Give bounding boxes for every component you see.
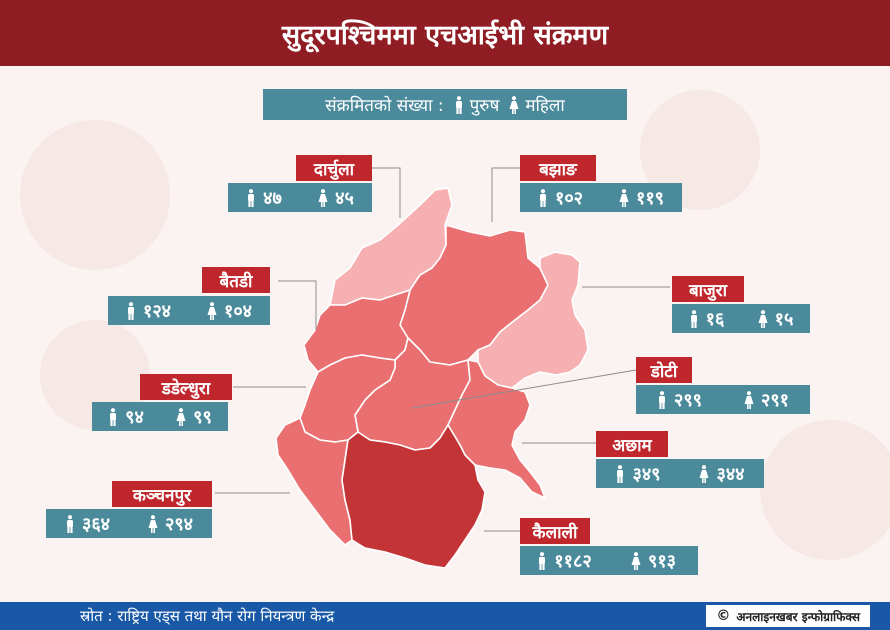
female-icon — [619, 188, 629, 207]
female-icon — [509, 95, 519, 114]
male-count: ३६४ — [81, 513, 111, 535]
map-bajura — [477, 251, 589, 389]
district-stats-dadeldhura: ९४ ९९ — [92, 402, 228, 431]
leader-baitadi — [278, 280, 317, 330]
map-kailali — [341, 424, 486, 569]
background-virus-shape — [20, 120, 170, 270]
district-stats-kailali: ११८२ ९१३ — [520, 546, 698, 575]
female-icon — [148, 514, 158, 533]
male-icon — [126, 301, 136, 320]
credit-text: अनलाइनखबर इन्फोग्राफिक्स — [736, 609, 860, 624]
female-icon — [318, 188, 328, 207]
district-label-doti: डोटी — [636, 357, 692, 383]
district-label-achham: अछाम — [596, 431, 668, 457]
male-count: १२४ — [142, 300, 172, 322]
female-icon — [744, 390, 754, 409]
legend-label: संक्रमितको संख्या : — [325, 96, 444, 116]
female-count: ९९ — [193, 406, 212, 428]
legend: संक्रमितको संख्या : पुरुष महिला — [263, 89, 627, 120]
female-icon — [699, 464, 709, 483]
legend-female-label: महिला — [525, 96, 565, 116]
district-label-kailali: कैलाली — [520, 518, 590, 544]
female-count: ३४४ — [716, 463, 745, 485]
female-icon — [758, 309, 768, 328]
female-count: ९१३ — [647, 550, 677, 572]
male-icon — [108, 407, 118, 426]
male-count: ११८२ — [554, 550, 592, 572]
male-count: ९४ — [125, 406, 144, 428]
district-label-baitadi: बैतडी — [202, 267, 270, 293]
female-count: २९१ — [760, 389, 790, 411]
leader-darchula — [372, 167, 401, 218]
male-count: १०२ — [554, 187, 584, 209]
legend-male-label: पुरुष — [469, 96, 500, 116]
male-icon — [454, 95, 464, 114]
page-title: सुदूरपश्चिममा एचआईभी संक्रमण — [0, 0, 890, 66]
district-label-bajura: बाजुरा — [672, 276, 744, 302]
credit-badge: © अनलाइनखबर इन्फोग्राफिक्स — [706, 605, 870, 627]
female-count: १०४ — [223, 300, 253, 322]
female-icon — [176, 407, 186, 426]
district-stats-baitadi: १२४ १०४ — [108, 296, 270, 325]
background-virus-shape — [760, 420, 890, 560]
male-count: २९९ — [673, 389, 703, 411]
female-count: ४५ — [335, 187, 354, 209]
district-label-bajhang: बझाङ — [520, 155, 596, 181]
district-stats-darchula: ४७ ४५ — [228, 183, 372, 212]
female-icon — [207, 301, 217, 320]
male-icon — [65, 514, 75, 533]
district-label-kanchanpur: कञ्चनपुर — [112, 481, 212, 507]
legend-male: पुरुष — [454, 93, 500, 116]
male-icon — [537, 551, 547, 570]
district-label-darchula: दार्चुला — [296, 155, 372, 181]
district-stats-bajhang: १०२ ११९ — [520, 183, 682, 212]
male-icon — [538, 188, 548, 207]
male-count: ३४९ — [632, 463, 661, 485]
male-icon — [657, 390, 667, 409]
leader-bajhang — [491, 167, 520, 222]
copyright-icon: © — [716, 608, 731, 624]
male-icon — [615, 464, 625, 483]
district-stats-achham: ३४९ ३४४ — [596, 459, 764, 488]
male-icon — [246, 188, 256, 207]
legend-female: महिला — [509, 93, 565, 116]
male-icon — [689, 309, 699, 328]
female-count: ११९ — [635, 187, 665, 209]
district-stats-kanchanpur: ३६४ २९४ — [46, 509, 212, 538]
female-count: १५ — [774, 308, 794, 330]
footer: स्रोत : राष्ट्रिय एड्स तथा यौन रोग नियन्… — [0, 602, 890, 630]
district-stats-doti: २९९ २९१ — [636, 385, 810, 414]
female-count: २९४ — [164, 513, 194, 535]
male-count: ४७ — [263, 187, 282, 209]
district-stats-bajura: १६ १५ — [672, 304, 810, 333]
leader-doti — [411, 369, 637, 409]
source-text: स्रोत : राष्ट्रिय एड्स तथा यौन रोग नियन्… — [80, 607, 335, 625]
district-label-dadeldhura: डडेल्धुरा — [140, 374, 232, 400]
male-count: १६ — [705, 308, 725, 330]
female-icon — [631, 551, 641, 570]
